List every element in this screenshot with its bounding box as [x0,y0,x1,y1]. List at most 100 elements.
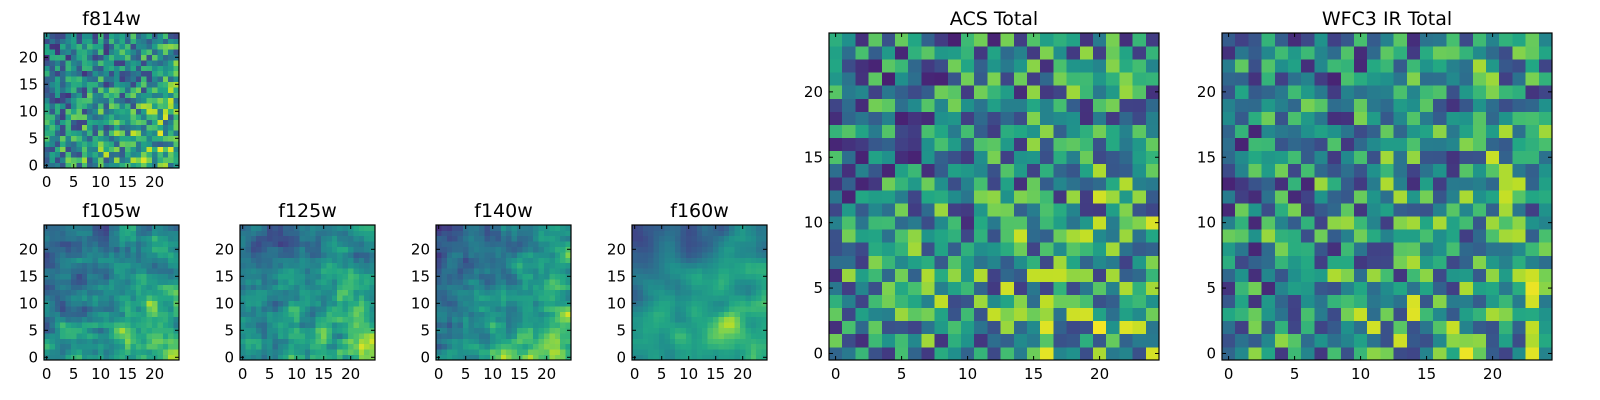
heatmap-cell [1027,294,1041,309]
heatmap-cell [1340,85,1355,99]
heatmap-cell [702,262,708,269]
heatmap-cell [114,38,120,45]
heatmap-cell [1420,33,1434,47]
heatmap-cell [364,268,370,274]
heatmap-cell [669,225,676,231]
heatmap-cell [1235,72,1249,86]
heatmap-cell [1420,320,1434,335]
x-tick-label: 15 [706,365,725,383]
heatmap-cell [358,225,365,231]
heatmap-cell [452,343,458,350]
heatmap-cell [675,300,681,307]
heatmap-cell [554,343,561,350]
heatmap-cell [130,157,137,163]
heatmap-cell [326,241,333,247]
heatmap-cell [168,268,174,274]
heatmap-cell [691,349,698,355]
heatmap-cell [560,257,566,264]
heatmap-cell [54,300,61,307]
heatmap-cell [1301,307,1315,322]
heatmap-cell [288,306,295,312]
heatmap-cell [1380,150,1394,165]
heatmap-cell [463,241,469,247]
heatmap-cell [441,295,448,301]
heatmap-cell [549,230,556,237]
heatmap-cell [103,151,110,158]
heatmap-cell [92,124,99,131]
heatmap-cell [49,76,56,82]
heatmap-cell [157,343,164,350]
x-tick-label: 0 [831,365,841,383]
heatmap-cell [60,311,66,318]
heatmap-cell [538,327,545,334]
heatmap-cell [947,137,962,152]
heatmap-cell [141,43,147,50]
heatmap-cell [49,333,56,339]
heatmap-cell [348,268,354,274]
heatmap-cell [108,241,115,247]
heatmap-cell [261,235,268,242]
heatmap-cell [729,300,735,307]
heatmap-cell [1380,85,1394,99]
heatmap-cell [554,349,561,355]
heatmap-cell [108,60,115,66]
heatmap-cell [49,97,56,104]
heatmap-cell [250,322,257,328]
heatmap-cell [310,225,316,231]
heatmap-cell [315,311,322,318]
heatmap-cell [544,289,550,296]
heatmap-cell [342,279,349,285]
heatmap-cell [468,343,475,350]
heatmap-cell [1053,307,1067,322]
heatmap-cell [565,230,572,237]
heatmap-cell [304,349,311,355]
heatmap-cell [1340,281,1355,295]
heatmap-cell [533,354,539,361]
heatmap-cell [1222,189,1236,204]
heatmap-cell [353,225,360,231]
heatmap-cell [1340,268,1355,282]
heatmap-cell [1132,163,1147,178]
heatmap-cell [92,33,99,39]
heatmap-cell [637,343,644,350]
heatmap-cell [162,43,169,50]
heatmap-cell [686,252,692,258]
heatmap-cell [49,349,56,355]
heatmap-cell [1066,203,1081,217]
heatmap-cell [261,349,268,355]
heatmap-cell [1248,85,1262,99]
heatmap-cell [87,343,93,350]
heatmap-cell [87,33,93,39]
heatmap-cell [152,241,158,247]
y-tick-label: 5 [28,129,38,147]
heatmap-cell [473,354,480,361]
heatmap-cell [103,157,110,163]
heatmap-cell [60,146,66,153]
heatmap-cell [1053,137,1067,152]
heatmap-cell [750,246,757,253]
heatmap-cell [686,316,692,323]
heatmap-cell [549,273,556,280]
heatmap-cell [92,354,99,361]
heatmap-cell [44,146,50,153]
heatmap-cell [855,137,869,152]
heatmap-cell [168,162,174,169]
heatmap-cell [146,257,153,264]
heatmap-cell [680,349,687,355]
heatmap-cell [54,92,61,99]
heatmap-cell [490,252,496,258]
heatmap-cell [1027,333,1041,348]
heatmap-cell [490,235,496,242]
heatmap-cell [1314,176,1328,191]
heatmap-cell [895,163,909,178]
heatmap-cell [1106,216,1120,230]
heatmap-cell [696,322,703,328]
heatmap-cell [921,281,935,295]
heatmap-cell [1053,320,1067,335]
heatmap-cell [696,289,703,296]
heatmap-cell [441,262,448,269]
heatmap-cell [1459,137,1474,152]
heatmap-cell [141,119,147,126]
heatmap-cell [288,289,295,296]
